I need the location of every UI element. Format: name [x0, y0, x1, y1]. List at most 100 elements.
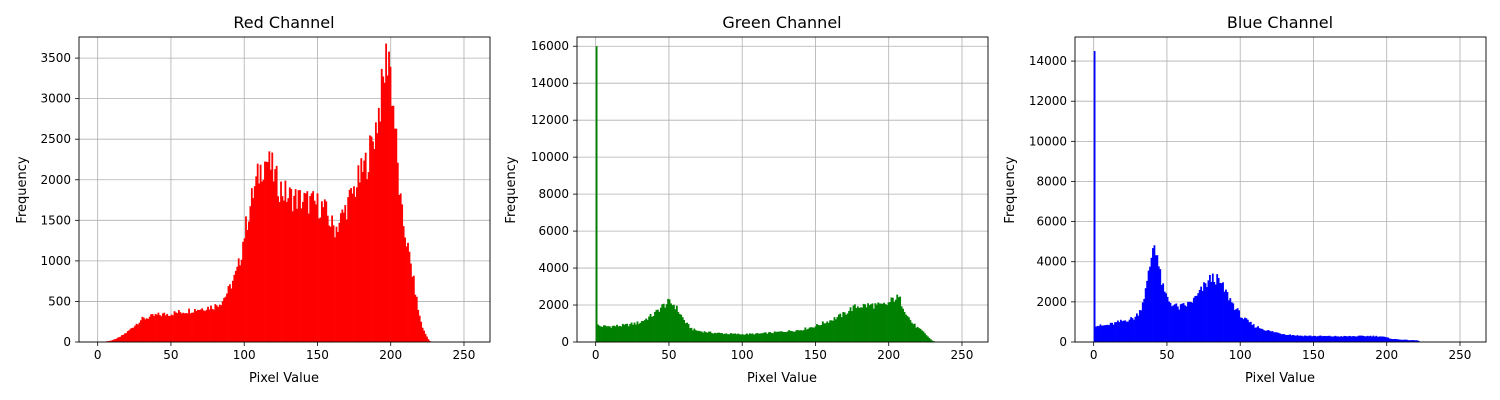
blue-bar	[1378, 336, 1381, 342]
red-bar	[300, 208, 303, 342]
green-bar	[870, 304, 872, 342]
green-x-tick-label: 200	[877, 348, 900, 362]
green-bar	[604, 325, 607, 342]
green-bar	[750, 333, 753, 342]
green-bar	[731, 333, 734, 342]
green-bar	[929, 339, 932, 342]
green-bar	[832, 320, 834, 342]
red-bar	[202, 310, 205, 342]
red-bar	[284, 180, 287, 342]
green-bar	[906, 316, 909, 342]
blue-bar	[1268, 330, 1271, 342]
green-bar	[833, 317, 836, 342]
blue-bar	[1413, 340, 1416, 342]
green-bar	[791, 331, 794, 342]
blue-bar	[1119, 319, 1122, 342]
blue-bar	[1096, 325, 1099, 342]
red-y-tick-label: 3000	[40, 92, 71, 106]
green-bar	[630, 322, 633, 342]
red-bar	[356, 187, 358, 342]
blue-bar	[1239, 317, 1242, 342]
blue-bar	[1133, 319, 1135, 342]
green-x-tick-label: 100	[731, 348, 754, 362]
green-bar	[814, 326, 817, 342]
green-bar	[858, 307, 861, 342]
red-bar	[427, 339, 430, 342]
blue-bar	[1137, 315, 1140, 342]
red-bar	[418, 315, 421, 342]
green-bar	[656, 309, 659, 342]
red-bar	[404, 237, 406, 342]
red-bar	[331, 215, 334, 342]
red-bar	[335, 226, 338, 342]
red-bar	[398, 194, 401, 342]
blue-bar	[1279, 333, 1281, 342]
red-bar	[221, 301, 224, 342]
blue-bar	[1244, 317, 1246, 342]
blue-bar	[1357, 335, 1360, 342]
green-bar	[878, 303, 881, 342]
red-bar	[358, 182, 361, 342]
blue-bar	[1106, 324, 1109, 342]
green-bar	[744, 334, 747, 342]
blue-bar	[1287, 334, 1290, 342]
green-bar	[801, 330, 804, 342]
blue-bar	[1219, 282, 1222, 342]
red-bar	[196, 309, 199, 342]
blue-bar	[1327, 335, 1330, 342]
blue-bar	[1314, 335, 1316, 342]
red-bar	[153, 315, 155, 342]
red-bar	[287, 198, 290, 342]
blue-bar	[1373, 336, 1376, 342]
green-y-tick-label: 16000	[531, 39, 569, 53]
blue-bar	[1404, 339, 1407, 342]
red-bar	[304, 193, 307, 342]
red-bar	[188, 308, 190, 342]
green-bar	[880, 303, 883, 342]
red-bar	[142, 317, 145, 342]
green-bar	[754, 333, 757, 342]
green-bar	[642, 321, 645, 342]
green-bar	[778, 331, 780, 342]
red-bar	[204, 311, 207, 342]
red-bar	[126, 331, 129, 342]
red-bar	[345, 219, 348, 342]
red-x-tick-label: 200	[379, 348, 402, 362]
red-bar	[109, 340, 112, 342]
red-bar	[138, 322, 141, 342]
blue-x-axis-label: Pixel Value	[1245, 371, 1315, 386]
green-y-axis-label: Frequency	[504, 156, 519, 223]
red-x-tick-label: 50	[163, 348, 178, 362]
green-bar	[715, 333, 718, 342]
green-bar	[694, 330, 697, 342]
red-bar	[144, 319, 147, 342]
blue-bar	[1397, 339, 1400, 342]
blue-bar	[1261, 328, 1264, 342]
blue-bar	[1356, 336, 1359, 342]
blue-bar	[1270, 331, 1273, 342]
red-bar	[369, 135, 371, 342]
red-bar	[428, 340, 431, 342]
green-bar	[638, 323, 640, 342]
red-x-tick-label: 0	[94, 348, 102, 362]
red-bar	[169, 315, 172, 342]
red-bar	[357, 165, 360, 342]
red-bar	[389, 66, 392, 342]
blue-bar	[1295, 335, 1297, 342]
red-bar	[148, 316, 151, 342]
green-bar	[764, 332, 767, 342]
blue-bar	[1368, 336, 1370, 342]
green-chart-title: Green Channel	[722, 13, 841, 32]
blue-bar	[1156, 255, 1159, 342]
green-bar	[684, 323, 687, 342]
red-bar	[402, 226, 405, 342]
blue-bar	[1108, 325, 1111, 342]
green-bar	[729, 333, 732, 342]
blue-bar	[1381, 336, 1384, 342]
green-bar	[837, 314, 840, 342]
green-bar	[792, 331, 795, 342]
blue-bar	[1160, 284, 1163, 342]
red-bar	[395, 128, 398, 342]
red-bar	[268, 151, 271, 342]
red-bar	[113, 339, 116, 342]
